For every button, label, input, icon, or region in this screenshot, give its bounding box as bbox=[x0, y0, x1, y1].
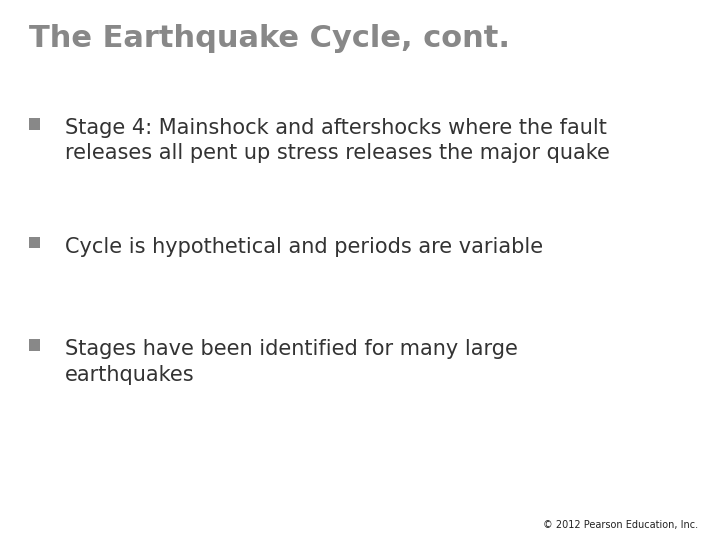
FancyBboxPatch shape bbox=[29, 118, 40, 130]
Text: © 2012 Pearson Education, Inc.: © 2012 Pearson Education, Inc. bbox=[544, 520, 698, 530]
Text: Stages have been identified for many large
earthquakes: Stages have been identified for many lar… bbox=[65, 339, 518, 384]
Text: Cycle is hypothetical and periods are variable: Cycle is hypothetical and periods are va… bbox=[65, 237, 543, 256]
Text: Stage 4: Mainshock and aftershocks where the fault
releases all pent up stress r: Stage 4: Mainshock and aftershocks where… bbox=[65, 118, 610, 163]
FancyBboxPatch shape bbox=[29, 237, 40, 248]
Text: The Earthquake Cycle, cont.: The Earthquake Cycle, cont. bbox=[29, 24, 510, 53]
FancyBboxPatch shape bbox=[29, 339, 40, 351]
